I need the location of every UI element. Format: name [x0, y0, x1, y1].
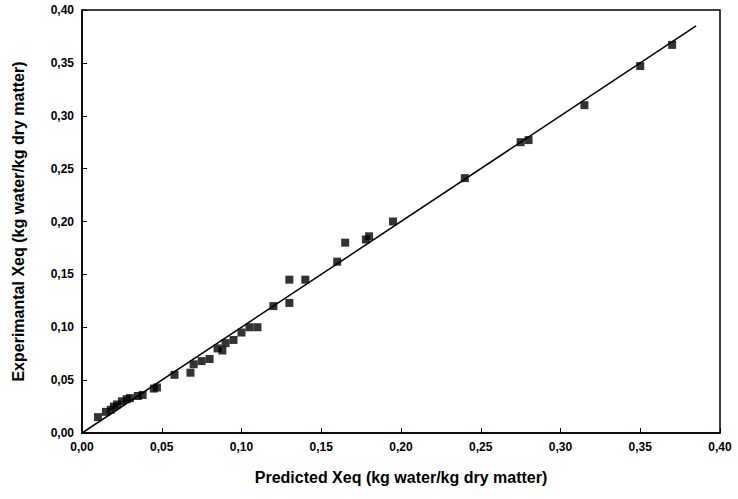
svg-text:0,35: 0,35 — [51, 56, 75, 70]
svg-text:0,15: 0,15 — [310, 440, 334, 454]
svg-text:0,20: 0,20 — [389, 440, 413, 454]
svg-text:0,20: 0,20 — [51, 215, 75, 229]
svg-text:0,40: 0,40 — [708, 440, 732, 454]
svg-text:Experimantal Xeq (kg water/kg: Experimantal Xeq (kg water/kg dry matter… — [10, 61, 27, 381]
svg-text:0,30: 0,30 — [51, 109, 75, 123]
svg-text:0,10: 0,10 — [230, 440, 254, 454]
svg-text:0,25: 0,25 — [51, 162, 75, 176]
svg-text:0,05: 0,05 — [51, 373, 75, 387]
svg-text:0,25: 0,25 — [469, 440, 493, 454]
svg-text:0,00: 0,00 — [51, 426, 75, 440]
svg-text:0,10: 0,10 — [51, 320, 75, 334]
svg-text:0,15: 0,15 — [51, 267, 75, 281]
svg-text:0,40: 0,40 — [51, 3, 75, 17]
svg-text:0,05: 0,05 — [150, 440, 174, 454]
svg-text:0,30: 0,30 — [549, 440, 573, 454]
svg-text:0,35: 0,35 — [629, 440, 653, 454]
svg-text:0,00: 0,00 — [70, 440, 94, 454]
svg-text:Predicted Xeq (kg water/kg dry: Predicted Xeq (kg water/kg dry matter) — [255, 469, 548, 486]
